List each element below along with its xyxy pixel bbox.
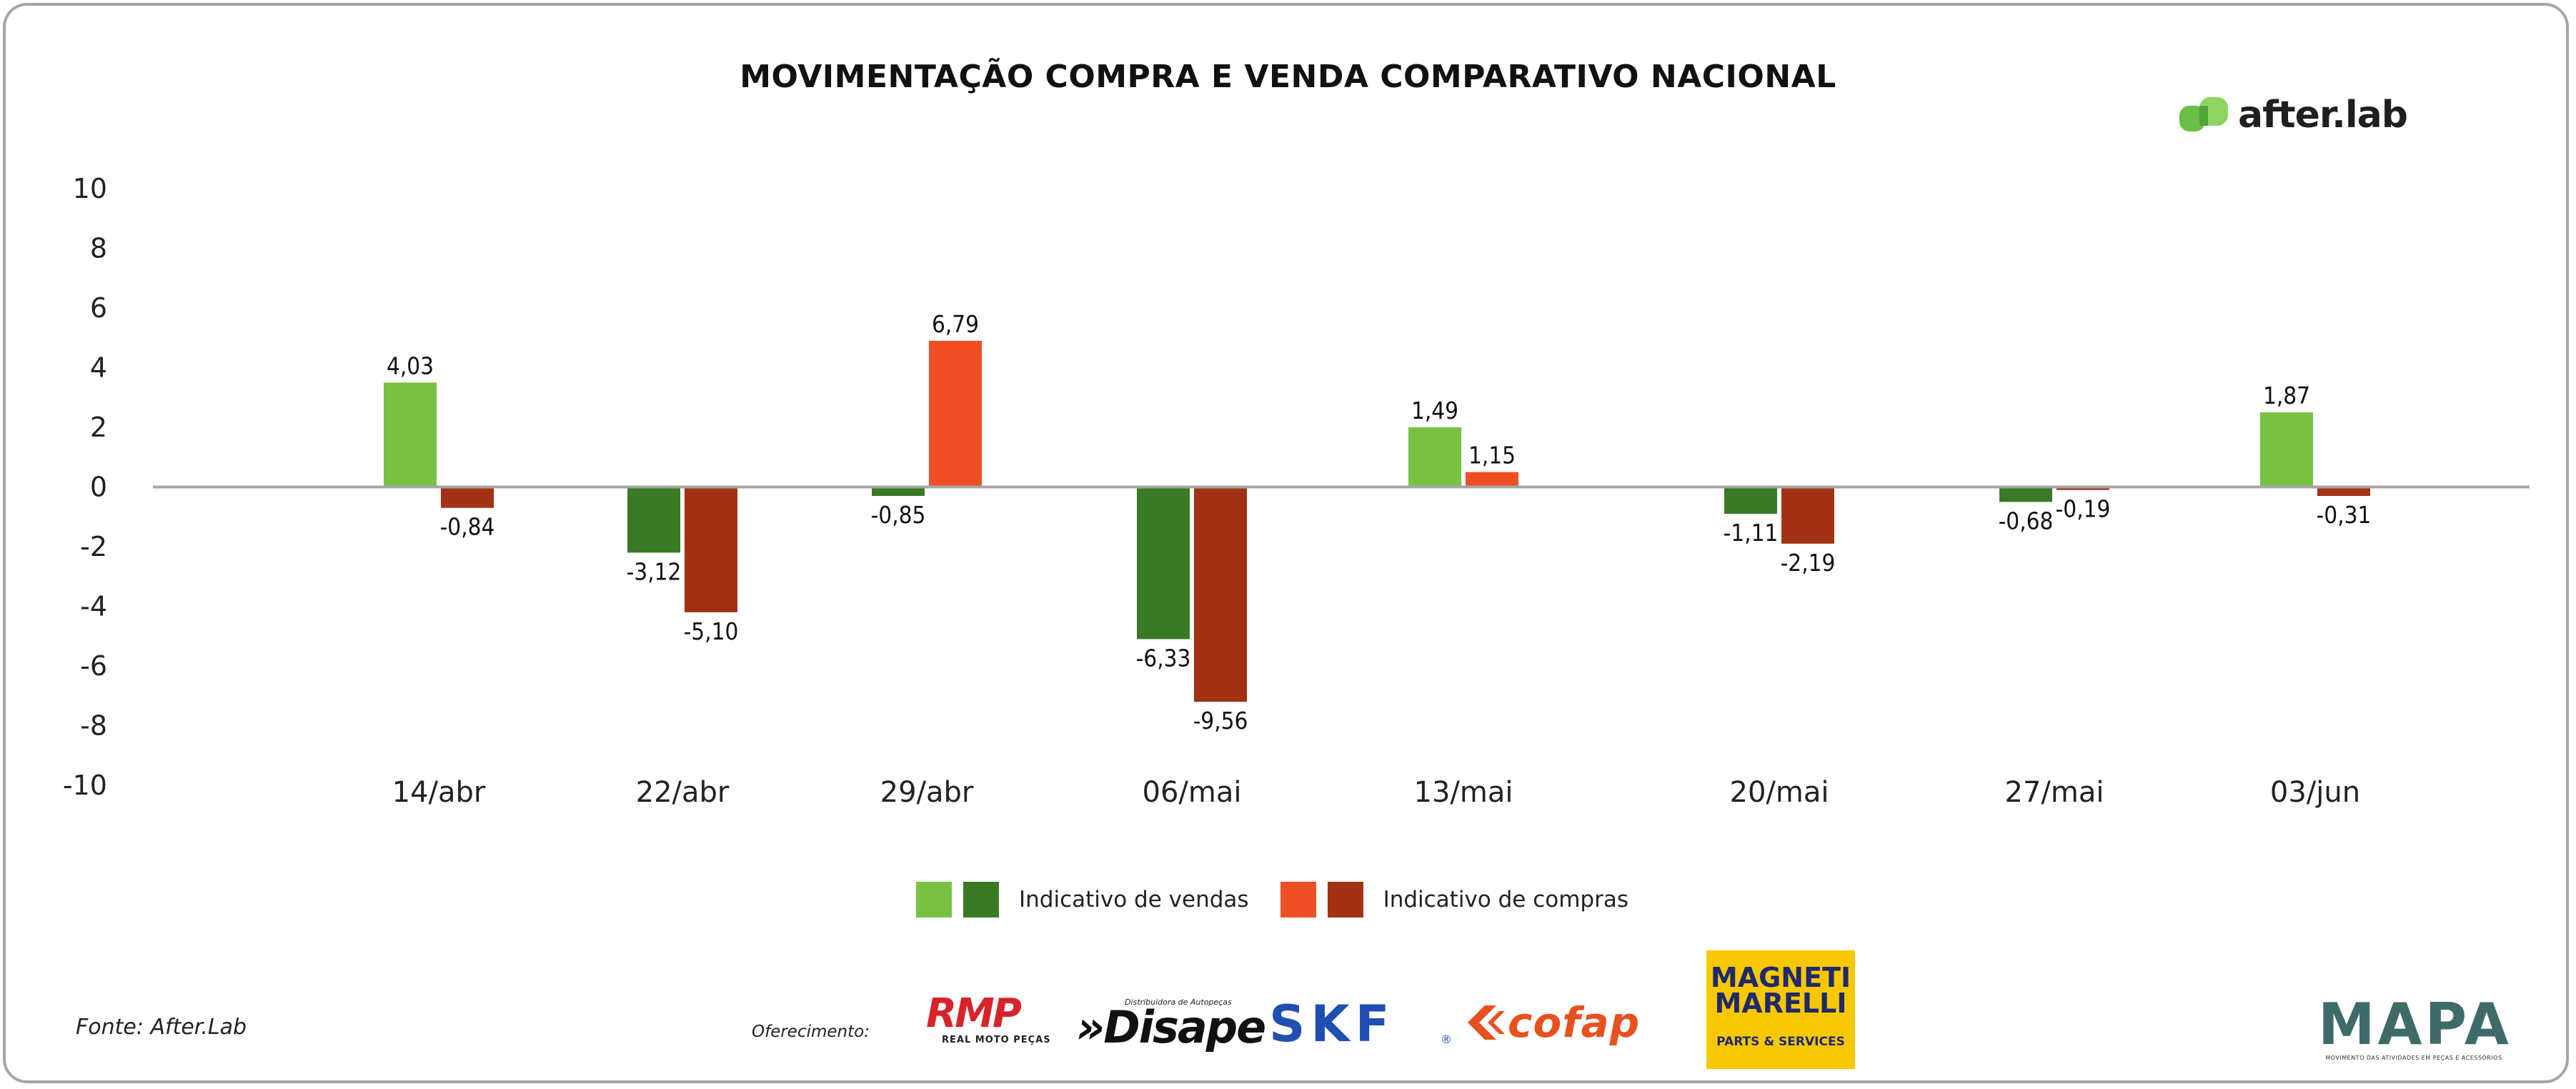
magneti-logo-line-1: MAGNETI [1710,962,1851,993]
mapa-logo-subtitle: MOVIMENTO DAS ATIVIDADES EM PEÇAS E ACES… [2325,1055,2502,1061]
bar-compras-14-abr [441,487,494,508]
x-tick-label: 20/mai [1730,776,1829,809]
magneti-logo-line-3: PARTS & SERVICES [1716,1035,1845,1049]
bar-vendas-29-abr [872,487,925,497]
x-tick-label: 14/abr [392,776,486,809]
bar-compras-13-mai [1466,472,1518,487]
data-label-compras-20-mai: -2,19 [1781,549,1836,577]
data-label-vendas-14-abr: 4,03 [387,352,434,379]
legend-swatch-vendas-positive [916,882,952,918]
data-label-compras-13-mai: 1,15 [1468,442,1516,469]
bar-compras-22-abr [685,487,737,612]
bar-compras-29-abr [929,340,982,487]
magneti-marelli-logo: MAGNETI MARELLI PARTS & SERVICES [1706,950,1855,1069]
data-label-compras-27-mai: -0,19 [2056,495,2111,523]
legend-label-compras: Indicativo de compras [1383,887,1628,913]
data-label-vendas-03-jun: 1,87 [2263,382,2310,409]
data-label-vendas-06-mai: -6,33 [1136,644,1191,672]
legend-swatch-compras-negative [1327,882,1363,918]
data-label-compras-03-jun: -0,31 [2317,501,2372,529]
bar-vendas-14-abr [384,382,437,487]
bar-vendas-27-mai [1999,487,2052,502]
bar-vendas-13-mai [1408,427,1461,487]
data-label-vendas-22-abr: -3,12 [627,557,682,585]
x-tick-label: 27/mai [2005,776,2104,809]
rmp-logo: RMP REAL MOTO PEÇAS [926,990,1053,1049]
bar-vendas-06-mai [1137,487,1190,640]
legend-label-vendas: Indicativo de vendas [1019,887,1249,913]
disape-logo-text: »Disape [1076,1001,1266,1053]
skf-logo-text: SKF [1269,995,1396,1053]
y-tick-label: 10 [73,173,107,204]
x-tick-label: 03/jun [2270,776,2360,809]
y-tick-label: 4 [90,352,107,384]
skf-registered-mark: ® [1441,1033,1452,1046]
data-label-compras-06-mai: -9,56 [1193,707,1248,735]
x-axis: 14/abr 22/abr 29/abr 06/mai 13/mai 20/mai 27/m… [392,776,2360,809]
data-labels: 4,03 -0,84 -3,12 -5,10 -0,85 6,79 -6,33 -9,56 1,… [387,310,2371,735]
y-tick-label: 8 [90,233,107,264]
data-label-compras-29-abr: 6,79 [932,310,979,338]
y-tick-label: -2 [80,531,107,562]
cofap-logo: cofap [1463,999,1678,1049]
bar-vendas-20-mai [1724,487,1777,514]
after-lab-logo-icon [2179,94,2231,136]
data-label-vendas-27-mai: -0,68 [1999,507,2054,534]
legend-swatch-compras-positive [1280,882,1316,918]
bar-compras-03-jun [2317,487,2370,497]
disape-logo: Distribuidora de Autopeças »Disape [1076,990,1266,1055]
legend: Indicativo de vendas Indicativo de compr… [0,882,2576,918]
mapa-logo-text: MAPA [2318,991,2512,1058]
bar-vendas-03-jun [2260,412,2313,487]
bar-compras-27-mai [2057,487,2109,490]
rmp-logo-text: RMP [926,990,1022,1037]
x-tick-label: 29/abr [880,776,974,809]
cofap-mark-icon [1468,1005,1505,1040]
mapa-logo: MAPA MOVIMENTO DAS ATIVIDADES EM PEÇAS E… [2318,995,2510,1063]
y-tick-label: 2 [90,412,107,443]
bar-compras-06-mai [1194,487,1247,702]
y-tick-label: -6 [80,650,107,682]
bar-vendas-22-abr [627,487,680,553]
skf-logo: SKF ® [1269,995,1452,1053]
data-label-compras-22-abr: -5,10 [684,617,739,645]
bars-group [384,340,2370,702]
data-label-vendas-29-abr: -0,85 [871,501,926,529]
y-axis: 10 8 6 4 2 0 -2 -4 -6 -8 -10 [63,173,107,801]
source-note: Fonte: After.Lab [76,1015,247,1040]
bar-compras-20-mai [1781,487,1834,544]
x-tick-label: 22/abr [636,776,730,809]
data-label-compras-14-abr: -0,84 [440,513,495,541]
brand-logo: after.lab [2179,91,2408,139]
x-tick-label: 06/mai [1143,776,1242,809]
cofap-logo-text: cofap [1508,998,1641,1047]
chart-title: MOVIMENTAÇÃO COMPRA E VENDA COMPARATIVO … [740,59,1836,95]
x-tick-label: 13/mai [1414,776,1513,809]
data-label-vendas-20-mai: -1,11 [1724,519,1779,547]
y-tick-label: 0 [90,472,107,503]
sponsor-caption: Oferecimento: [752,1023,870,1041]
legend-swatch-vendas-negative [963,882,999,918]
y-tick-label: -8 [80,710,107,742]
y-tick-label: -10 [63,770,107,801]
brand-name: after.lab [2238,94,2408,136]
rmp-logo-subtitle: REAL MOTO PEÇAS [942,1035,1051,1045]
data-label-vendas-13-mai: 1,49 [1411,397,1458,424]
y-tick-label: 6 [90,292,107,324]
disape-logo-tagline: Distribuidora de Autopeças [1125,998,1232,1007]
magneti-logo-line-2: MARELLI [1714,988,1847,1019]
y-tick-label: -4 [80,591,107,622]
